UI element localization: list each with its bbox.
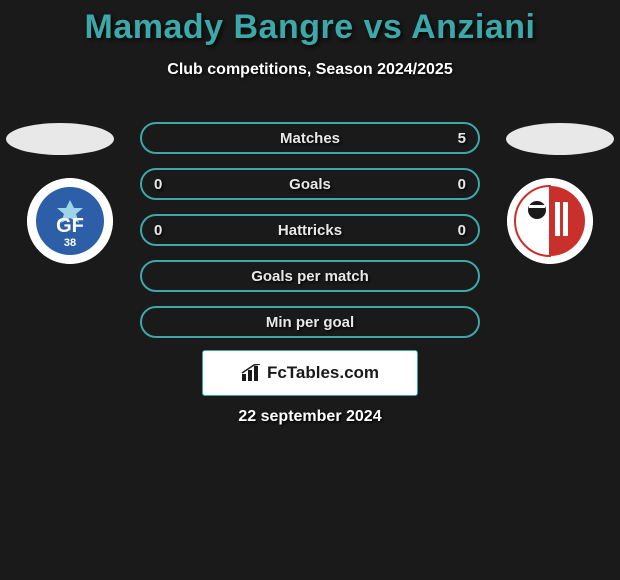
stat-label: Hattricks [278,222,342,239]
stat-right-value: 0 [458,222,466,239]
club-logo-left: GF 38 [27,178,113,264]
brand-box[interactable]: FcTables.com [202,350,418,396]
stat-left-value: 0 [154,176,162,193]
stat-row-goals: 0 Goals 0 [140,168,480,200]
stat-right-value: 0 [458,176,466,193]
stat-label: Goals per match [251,268,369,285]
brand-label: FcTables.com [267,363,379,383]
page-title: Mamady Bangre vs Anziani [0,0,620,47]
stat-label: Goals [289,176,331,193]
stat-right-value: 5 [458,130,466,147]
date-text: 22 september 2024 [0,408,620,426]
stat-row-hattricks: 0 Hattricks 0 [140,214,480,246]
stat-label: Matches [280,130,340,147]
svg-text:38: 38 [64,237,76,249]
grenoble-logo-icon: GF 38 [27,178,113,264]
ajaccio-logo-icon [507,178,593,264]
player-right-avatar-placeholder [506,123,614,155]
stats-container: Matches 5 0 Goals 0 0 Hattricks 0 Goals … [140,122,480,352]
stat-row-goals-per-match: Goals per match [140,260,480,292]
stat-left-value: 0 [154,222,162,239]
stat-label: Min per goal [266,314,354,331]
club-logo-right [507,178,593,264]
stat-row-min-per-goal: Min per goal [140,306,480,338]
svg-text:GF: GF [56,215,84,237]
bar-chart-icon [241,364,263,382]
player-left-avatar-placeholder [6,123,114,155]
subtitle: Club competitions, Season 2024/2025 [0,61,620,79]
stat-row-matches: Matches 5 [140,122,480,154]
